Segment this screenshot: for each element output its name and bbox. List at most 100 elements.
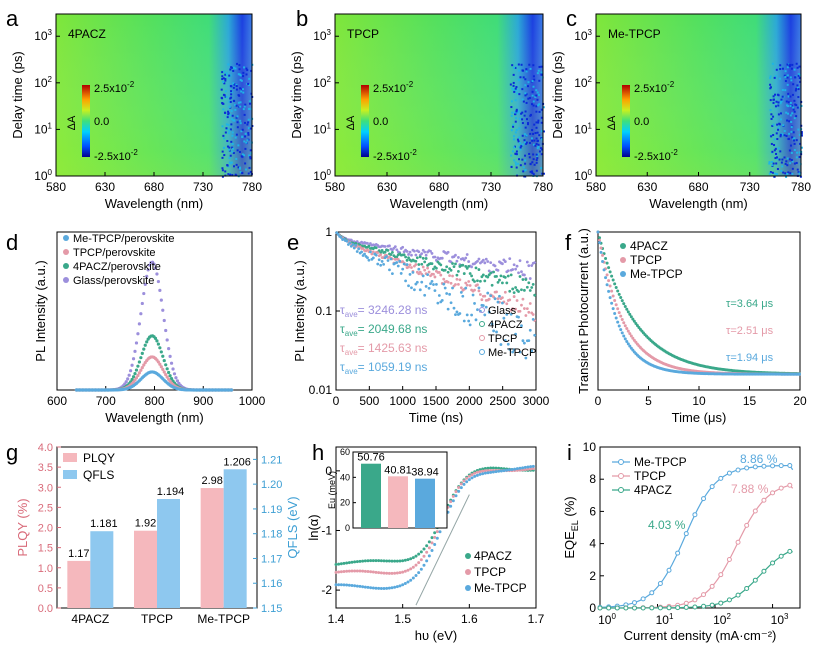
heatmap-noise-a: [226, 145, 229, 148]
urbach-point-1: [430, 541, 434, 545]
tpc-point-2: [596, 230, 600, 234]
urbach-point-1: [529, 467, 533, 471]
tpc-point-1: [614, 303, 618, 307]
heatmap-noise-b: [521, 69, 524, 72]
eqe-point-1: [692, 597, 698, 603]
heatmap-noise-a: [227, 132, 230, 135]
heatmap-noise-a: [239, 105, 242, 108]
trpl-point-3: [446, 307, 450, 311]
heatmap-noise-a: [234, 103, 237, 106]
heatmap-noise-a: [232, 99, 235, 102]
heatmap-noise-b: [523, 169, 526, 172]
trpl-point-0: [430, 252, 434, 255]
urbach-point-0: [497, 466, 501, 470]
urbach-point-0: [393, 559, 397, 563]
heatmap-noise-a: [245, 168, 248, 171]
trpl-point-0: [395, 248, 399, 252]
heatmap-noise-a: [244, 147, 247, 150]
heatmap-noise-a: [231, 142, 234, 145]
tpc-point-2: [599, 250, 603, 254]
heatmap-noise-a: [221, 75, 224, 78]
heatmap-noise-b: [535, 161, 538, 164]
urbach-point-2: [473, 474, 477, 478]
heatmap-noise-b: [514, 87, 517, 90]
heatmap-noise-c: [772, 98, 775, 101]
y-tick-label-h: -2: [321, 583, 332, 597]
urbach-point-0: [494, 466, 498, 470]
heatmap-noise-c: [786, 173, 789, 176]
heatmap-noise-c: [798, 65, 801, 68]
urbach-point-2: [342, 583, 346, 587]
heatmap-noise-a: [241, 128, 244, 131]
heatmap-noise-c: [792, 131, 795, 134]
heatmap-noise-c: [781, 133, 784, 136]
heatmap-noise-b: [533, 123, 536, 126]
x-axis-label-a: Wavelength (nm): [105, 196, 204, 211]
heatmap-noise-a: [221, 175, 224, 178]
x-tick-label-d: 900: [193, 394, 213, 408]
heatmap-noise-c: [791, 136, 794, 139]
urbach-point-2: [387, 586, 391, 590]
trpl-point-3: [336, 232, 340, 236]
trpl-point-2: [531, 313, 535, 316]
trpl-point-3: [430, 279, 434, 283]
heatmap-noise-c: [789, 105, 792, 108]
trpl-point-3: [455, 310, 459, 314]
heatmap-noise-c: [786, 63, 789, 66]
heatmap-noise-c: [798, 77, 801, 80]
heatmap-noise-c: [793, 139, 796, 142]
heatmap-noise-c: [773, 175, 776, 178]
trpl-point-3: [382, 262, 385, 266]
heatmap-noise-c: [787, 105, 790, 108]
trpl-point-3: [398, 259, 402, 263]
heatmap-noise-a: [247, 138, 250, 141]
eqe-point-0: [640, 596, 646, 602]
trpl-point-2: [511, 307, 515, 311]
heatmap-noise-a: [243, 154, 246, 157]
y-tick-label-c: 101: [574, 121, 592, 136]
eqe-point-0: [692, 512, 698, 518]
heatmap-noise-a: [240, 130, 243, 133]
trpl-point-1: [470, 274, 473, 278]
trpl-point-2: [414, 263, 418, 266]
trpl-point-3: [352, 246, 356, 250]
heatmap-noise-b: [535, 121, 538, 124]
heatmap-noise-c: [789, 101, 792, 104]
pl-point-1: [140, 366, 144, 370]
heatmap-noise-b: [534, 132, 537, 135]
heatmap-noise-b: [520, 112, 523, 115]
trpl-point-1: [483, 279, 487, 283]
urbach-point-2: [355, 584, 359, 588]
heatmap-noise-c: [771, 171, 774, 174]
heatmap-noise-c: [790, 151, 793, 154]
heatmap-noise-b: [520, 144, 523, 147]
y2-axis-label-g: QFLS (eV): [285, 496, 300, 558]
urbach-point-2: [379, 586, 383, 590]
heatmap-noise-c: [772, 133, 775, 136]
tpc-point-0: [619, 296, 623, 300]
trpl-point-3: [517, 315, 520, 319]
trpl-point-1: [407, 256, 410, 260]
trpl-point-3: [486, 291, 490, 295]
eqe-point-0: [701, 496, 707, 502]
eqe-line-0: [599, 464, 794, 608]
heatmap-noise-b: [537, 119, 540, 122]
trpl-point-0: [508, 257, 512, 261]
heatmap-noise-a: [222, 134, 225, 137]
heatmap-noise-c: [800, 130, 803, 133]
heatmap-noise-a: [240, 79, 243, 82]
heatmap-noise-c: [787, 92, 790, 95]
trpl-point-2: [515, 299, 519, 302]
pl-point-3: [137, 322, 141, 326]
urbach-point-2: [459, 486, 463, 490]
heatmap-noise-b: [527, 122, 530, 125]
heatmap-noise-b: [521, 111, 524, 114]
legend-marker-d: [63, 235, 69, 241]
urbach-point-1: [417, 561, 421, 565]
tpc-point-0: [604, 256, 608, 260]
heatmap-noise-a: [229, 128, 232, 131]
heatmap-noise-c: [798, 172, 801, 175]
heatmap-noise-c: [778, 77, 781, 80]
urbach-point-1: [369, 570, 373, 574]
y-tick-label-a: 101: [34, 121, 52, 136]
